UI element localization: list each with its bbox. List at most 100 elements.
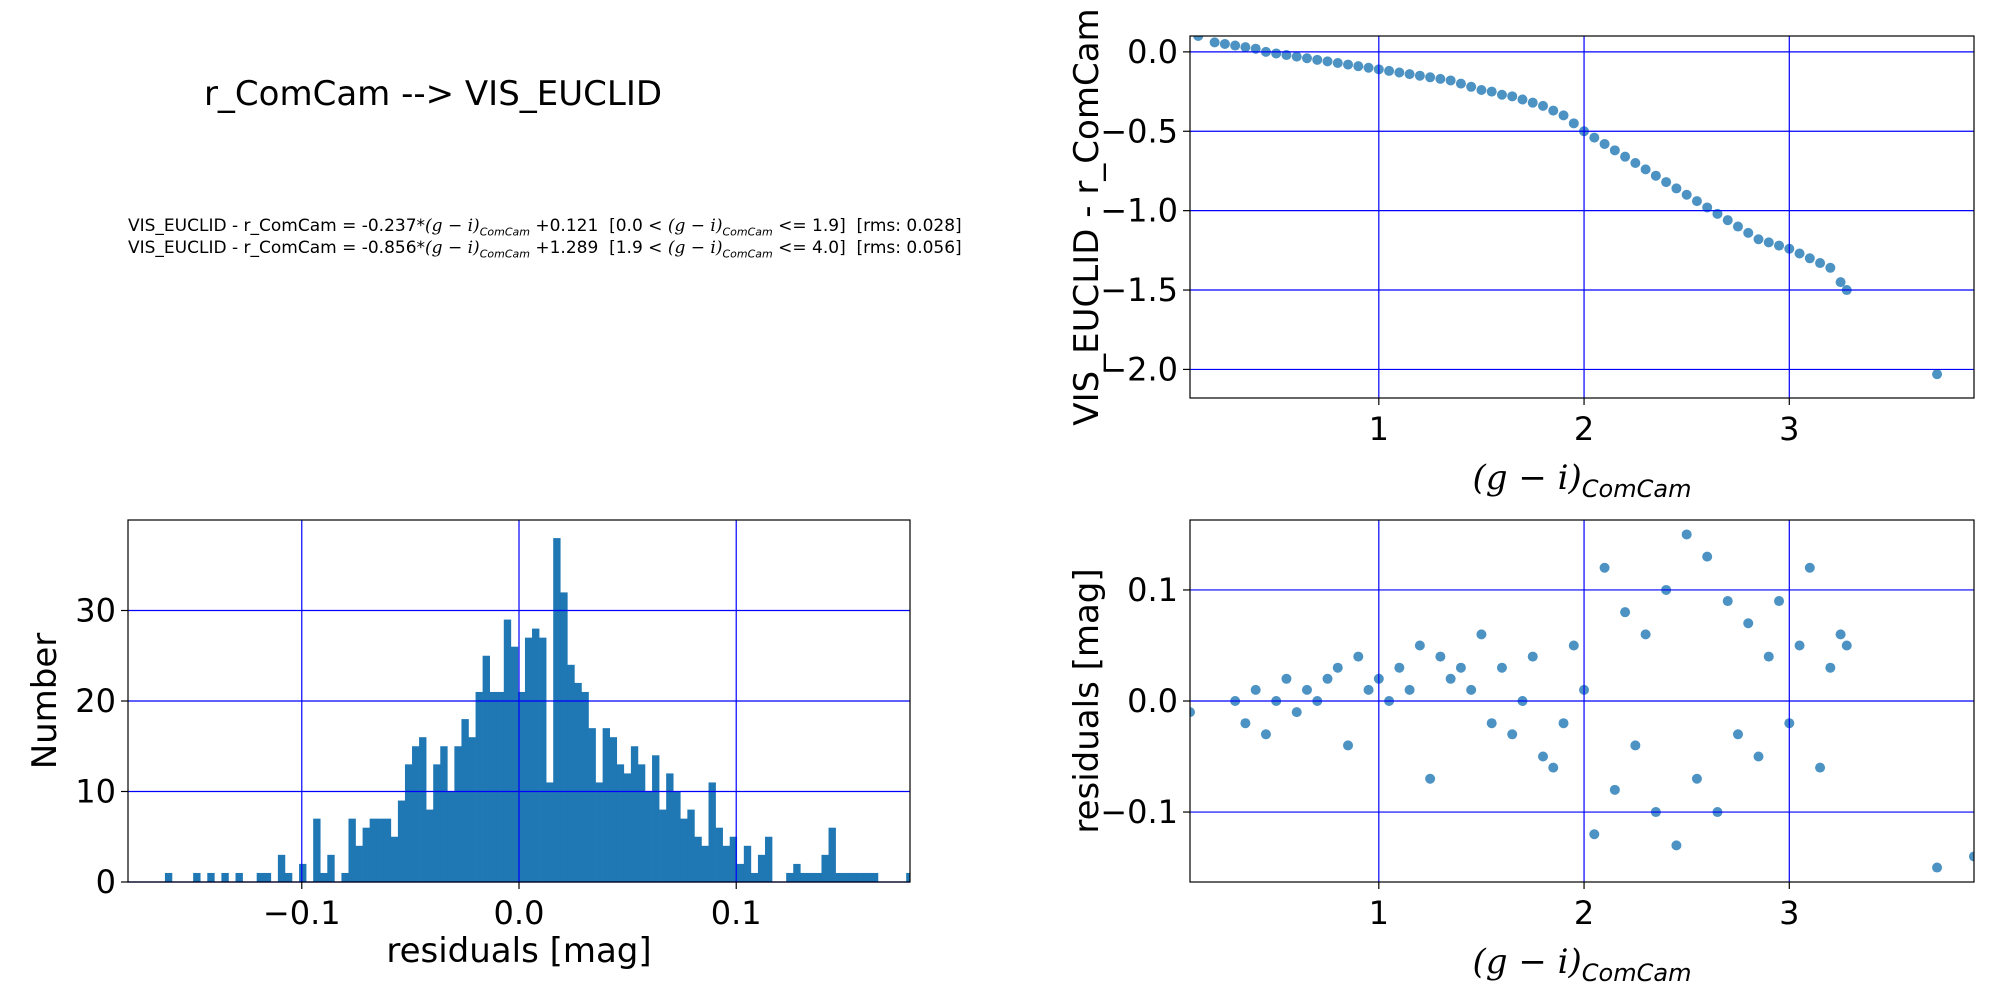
x-tick-label: 3 [1779,894,1799,932]
scatter-point [1486,718,1497,729]
scatter-point [1507,729,1518,740]
equation-lhs: VIS_EUCLID - r_ComCam = [128,238,362,258]
histogram-bar [517,691,526,882]
histogram-bar [821,854,829,882]
histogram-bar [164,872,173,882]
histogram-bar [235,872,243,882]
histogram-bar [927,873,934,882]
scatter-point [1732,729,1743,740]
histogram-bar [736,863,745,882]
histogram-bar [743,845,752,882]
scatter-point [1496,662,1507,673]
histogram-bar [320,872,328,882]
color-subscript: ComCam [479,247,530,261]
histogram-bar [355,845,363,882]
histogram-bar [863,872,872,882]
scatter-point [1620,151,1631,162]
histogram-bar [680,818,688,882]
scatter-point [1404,684,1415,695]
histogram-bar [913,873,920,882]
scatter-point [1425,72,1436,83]
histogram-bar [807,872,815,882]
scatter-point [1301,53,1312,64]
scatter-point [1743,618,1754,629]
histogram-bar [532,628,540,882]
scatter-point [1343,740,1354,751]
histogram-bar [729,836,738,882]
histogram-bar [524,637,533,882]
histogram-bar [560,592,568,882]
scatter-point [1548,105,1559,116]
histogram-bar [814,872,822,882]
histogram-bar [369,818,378,882]
histogram-bar [327,854,335,882]
histogram-bar [468,737,476,882]
scatter-point [1312,54,1323,65]
scatter-point [1414,70,1425,81]
x-tick-label: 0.1 [711,894,762,932]
histogram-bar [263,872,272,882]
x-tick-label: 0.0 [494,894,545,932]
scatter-point [1722,215,1733,226]
scatter-point [1681,189,1692,200]
scatter-point [1732,221,1743,232]
scatter-point [1455,662,1466,673]
histogram-bar [341,872,349,882]
scatter-point [1599,138,1610,149]
y-tick-label: 30 [75,592,116,630]
scatter-point [1932,369,1943,380]
histogram-bar [390,836,399,882]
scatter-point [1835,277,1846,288]
scatter-point [1301,684,1312,695]
color-subscript: ComCam [722,247,773,261]
scatter-point [1455,78,1466,89]
histogram-bar [553,538,561,882]
histogram-bar [765,836,773,882]
histogram-bar [447,791,455,882]
scatter-point [1353,651,1364,662]
histogram-bar [574,682,582,882]
scatter-point [1568,640,1579,651]
scatter-point [1466,81,1477,92]
scatter-point [1240,718,1251,729]
histogram-bar [849,872,858,882]
scatter-point [1969,851,1974,862]
histogram-bar [708,782,716,882]
scatter-point [1609,145,1620,156]
y-axis-label: residuals [mag] [1067,568,1107,833]
histogram-bar [956,855,963,882]
equation-slope: -0.856 [361,238,417,258]
scatter-point [1815,762,1826,773]
histogram-bar [433,764,441,882]
scatter-point [1281,673,1292,684]
scatter-point [1661,177,1672,188]
x-tick-label: 1 [1369,410,1389,448]
scatter-point [1702,551,1713,562]
histogram-bar [722,845,731,882]
scatter-point [1219,38,1230,49]
scatter-point [1322,673,1333,684]
y-tick-label: −0.1 [1100,793,1178,831]
scatter-point [1794,248,1805,259]
scatter-point [1486,86,1497,97]
x-tick-label: −0.1 [263,894,341,932]
scatter-point [1404,69,1415,80]
x-axis-label: residuals [mag] [386,931,651,971]
scatter-point [1527,651,1538,662]
scatter-point [1394,662,1405,673]
scatter-point [1599,562,1610,573]
scatter-point [1548,762,1559,773]
histogram-bar [602,728,610,882]
scatter-point [1425,773,1436,784]
scatter-point [1753,751,1764,762]
scatter-point [1435,73,1446,84]
histogram-bar [404,764,413,882]
scatter-point [1445,75,1456,86]
y-tick-label: −1.5 [1100,271,1178,309]
y-axis-label: VIS_EUCLID - r_ComCam [1067,8,1107,425]
scatter-point [1250,684,1261,695]
histogram-bar [362,827,370,882]
histogram-bar [461,719,469,882]
scatter-point [1835,629,1846,640]
